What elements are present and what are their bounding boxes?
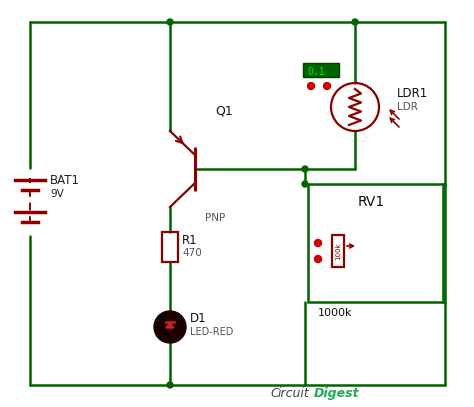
Circle shape <box>302 166 308 172</box>
Circle shape <box>315 239 321 247</box>
Text: BAT1: BAT1 <box>50 174 80 187</box>
Text: ircuit: ircuit <box>278 387 310 400</box>
Circle shape <box>308 83 315 90</box>
Bar <box>332 235 344 267</box>
Text: RV1: RV1 <box>357 195 385 209</box>
Circle shape <box>167 382 173 388</box>
Circle shape <box>167 19 173 25</box>
Text: PNP: PNP <box>205 213 225 223</box>
Circle shape <box>323 83 330 90</box>
Text: 9V: 9V <box>50 189 64 199</box>
Text: 100k: 100k <box>335 243 341 260</box>
Polygon shape <box>166 322 174 328</box>
Text: R1: R1 <box>182 234 198 247</box>
Text: D1: D1 <box>190 312 207 325</box>
Bar <box>303 63 339 77</box>
Text: Q1: Q1 <box>215 104 233 117</box>
Circle shape <box>315 256 321 263</box>
Circle shape <box>154 311 186 343</box>
Bar <box>162 232 178 262</box>
Bar <box>308 184 443 302</box>
Circle shape <box>352 19 358 25</box>
Text: LDR1: LDR1 <box>397 87 428 100</box>
Text: Digest: Digest <box>314 387 360 400</box>
Text: LED-RED: LED-RED <box>190 327 233 337</box>
Text: 0.1: 0.1 <box>307 67 325 77</box>
Text: C: C <box>270 387 279 400</box>
Text: LDR: LDR <box>397 102 418 112</box>
Text: 1000k: 1000k <box>318 308 353 318</box>
Text: 470: 470 <box>182 248 202 258</box>
Circle shape <box>302 181 308 187</box>
